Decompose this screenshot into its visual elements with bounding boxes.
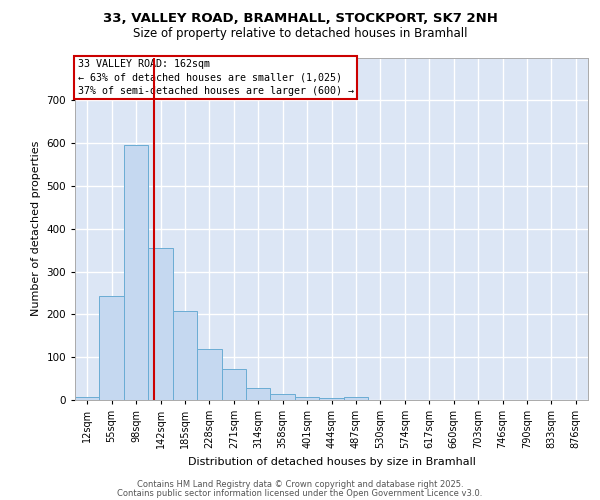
Text: Size of property relative to detached houses in Bramhall: Size of property relative to detached ho… <box>133 28 467 40</box>
Bar <box>295 398 319 400</box>
Bar <box>173 312 197 400</box>
Text: Contains HM Land Registry data © Crown copyright and database right 2025.: Contains HM Land Registry data © Crown c… <box>137 480 463 489</box>
Bar <box>100 296 124 400</box>
Bar <box>221 368 246 400</box>
Bar <box>271 394 295 400</box>
Text: 33 VALLEY ROAD: 162sqm
← 63% of detached houses are smaller (1,025)
37% of semi-: 33 VALLEY ROAD: 162sqm ← 63% of detached… <box>77 59 353 96</box>
Bar <box>246 388 271 400</box>
Bar <box>148 248 173 400</box>
X-axis label: Distribution of detached houses by size in Bramhall: Distribution of detached houses by size … <box>188 456 475 466</box>
Text: Contains public sector information licensed under the Open Government Licence v3: Contains public sector information licen… <box>118 489 482 498</box>
Text: 33, VALLEY ROAD, BRAMHALL, STOCKPORT, SK7 2NH: 33, VALLEY ROAD, BRAMHALL, STOCKPORT, SK… <box>103 12 497 26</box>
Y-axis label: Number of detached properties: Number of detached properties <box>31 141 41 316</box>
Bar <box>75 396 100 400</box>
Bar <box>197 350 221 400</box>
Bar <box>344 396 368 400</box>
Bar <box>319 398 344 400</box>
Bar <box>124 145 148 400</box>
